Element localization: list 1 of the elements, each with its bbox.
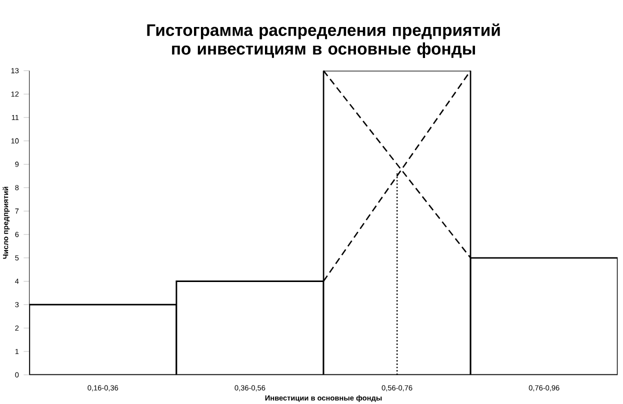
chart-title: Гистограмма распределения предприятий по инвестициям в основные фонды [147,23,500,58]
